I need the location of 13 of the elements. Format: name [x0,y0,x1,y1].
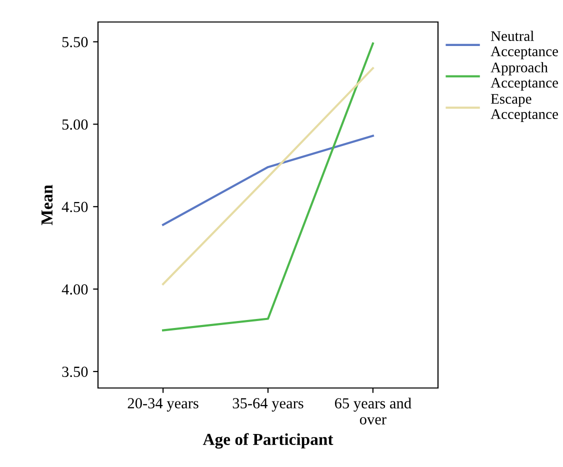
y-tick-label: 4.00 [62,284,88,295]
y-axis-title: Mean [42,184,53,226]
x-axis-title: Age of Participant [202,433,334,449]
y-tick-label: 5.50 [62,36,88,48]
x-tick-label: 65 years and over [334,398,412,424]
x-tick-label: 20-34 years [128,398,198,412]
y-tick-label: 5.00 [62,119,88,130]
legend-label: Neutral Acceptance [490,30,558,60]
legend-label: Approach Acceptance [490,62,558,91]
legend-label: Escape Acceptance [490,94,558,122]
x-tick-label: 35-64 years [232,398,304,412]
y-tick-label: 4.50 [62,202,88,212]
y-tick-label: 3.50 [62,366,88,378]
